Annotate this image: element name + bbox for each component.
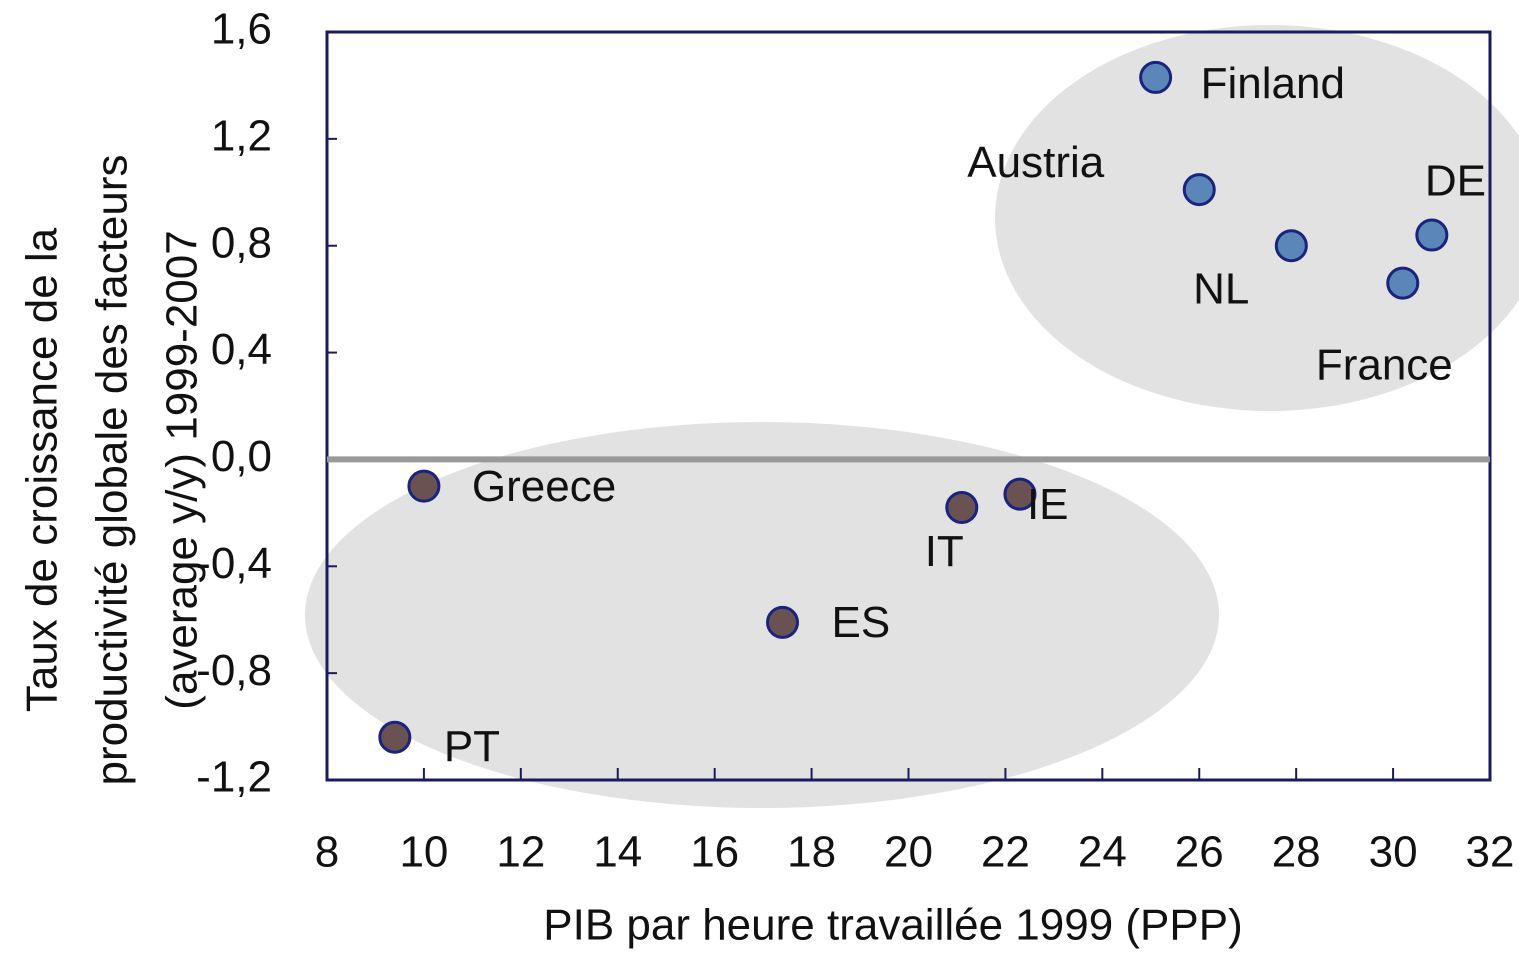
point-label: Austria: [967, 138, 1104, 187]
y-tick-label: 0,8: [211, 218, 272, 267]
cluster-highlight: [305, 422, 1219, 808]
y-tick-label: 1,6: [211, 5, 272, 54]
point-label: IE: [1027, 480, 1069, 529]
y-tick-label: -0,8: [196, 646, 272, 695]
point-label: NL: [1193, 264, 1249, 313]
point-label: Finland: [1201, 59, 1345, 108]
x-tick-label: 18: [787, 828, 836, 877]
x-tick-label: 20: [884, 828, 933, 877]
y-tick-label: -1,2: [196, 753, 272, 802]
x-tick-label: 24: [1078, 828, 1127, 877]
data-point: [1415, 218, 1449, 252]
data-point: [1182, 173, 1216, 207]
data-point: [1274, 229, 1308, 263]
point-label: DE: [1425, 157, 1486, 206]
x-tick-label: 12: [496, 828, 545, 877]
y-tick-label: 0,4: [211, 325, 272, 374]
x-tick-label: 14: [593, 828, 642, 877]
data-point: [378, 720, 412, 754]
x-tick-label: 28: [1272, 828, 1321, 877]
y-axis-title-line: (average y/y) 1999-2007: [158, 230, 207, 709]
x-tick-label: 10: [399, 828, 448, 877]
y-tick-label: -0,4: [196, 539, 272, 588]
data-point: [1386, 266, 1420, 300]
x-tick-label: 32: [1466, 828, 1515, 877]
point-label: PT: [444, 722, 500, 771]
x-axis-title: PIB par heure travaillée 1999 (PPP): [543, 901, 1243, 950]
y-axis-title: Taux de croissance de la productivité gl…: [18, 154, 207, 785]
y-tick-label: 0,0: [211, 432, 272, 481]
data-point: [945, 491, 979, 525]
cluster-highlight: [995, 25, 1519, 411]
point-label: France: [1316, 341, 1453, 390]
x-tick-label: 22: [981, 828, 1030, 877]
x-tick-label: 26: [1175, 828, 1224, 877]
point-label: Greece: [472, 462, 616, 511]
x-tick-label: 30: [1369, 828, 1418, 877]
y-tick-label: 1,2: [211, 111, 272, 160]
point-label: IT: [925, 527, 964, 576]
data-point: [1139, 60, 1173, 94]
data-point: [407, 469, 441, 503]
x-tick-label: 16: [690, 828, 739, 877]
data-point: [1003, 477, 1037, 511]
point-label: ES: [832, 598, 891, 647]
y-axis-title-line: Taux de croissance de la: [18, 227, 67, 712]
y-axis-title-line: productivité globale des facteurs: [88, 154, 137, 785]
x-tick-label: 8: [315, 828, 339, 877]
data-point: [766, 605, 800, 639]
